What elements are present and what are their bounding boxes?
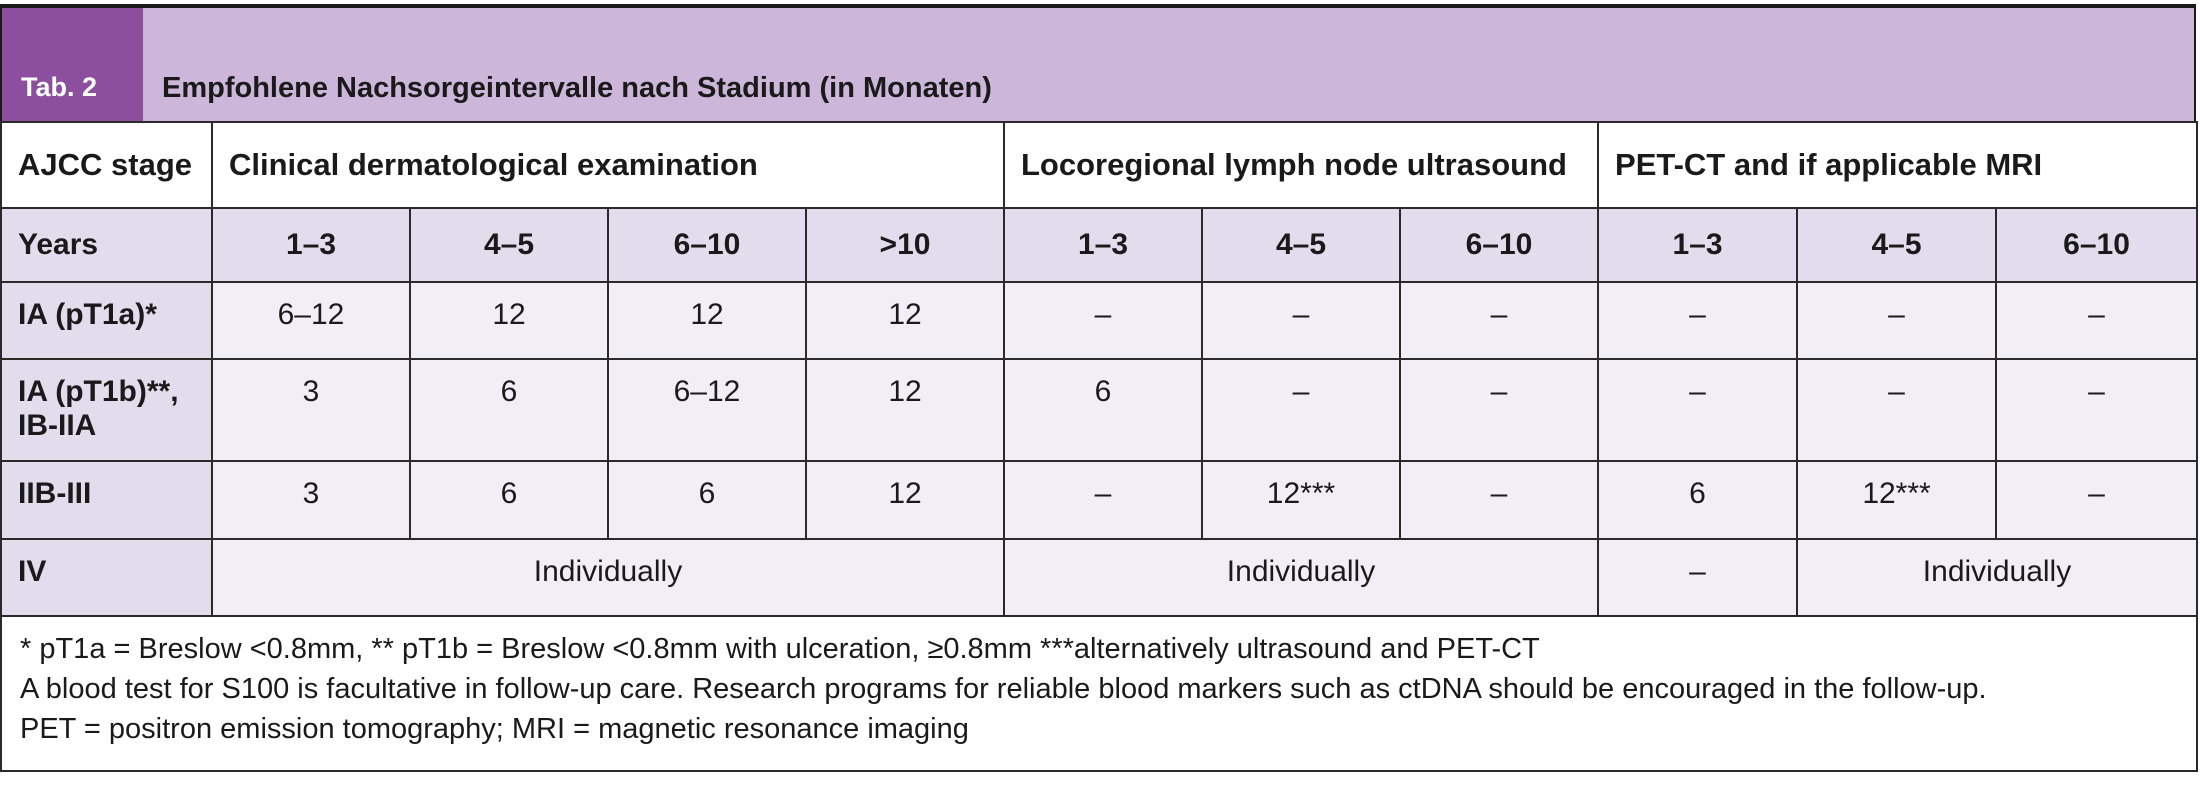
table-cell: 12 [607, 281, 807, 360]
table-cell: – [1995, 281, 2199, 360]
stage-label: IA (pT1a)* [0, 281, 213, 360]
table-cell: 12*** [1201, 460, 1401, 540]
table-cell: 6 [607, 460, 807, 540]
table-cell: – [1597, 538, 1799, 617]
footnote-line: * pT1a = Breslow <0.8mm, ** pT1b = Bresl… [20, 633, 1540, 665]
table-cell: – [1003, 460, 1203, 540]
table-number-label: Tab. 2 [2, 8, 143, 121]
years-label: Years [0, 207, 213, 283]
year-cell: 1–3 [1597, 207, 1799, 283]
stage-label-line: IA (pT1b)**, [18, 375, 179, 408]
years-row: Years 1–3 4–5 6–10 >10 1–3 4–5 6–10 1–3 … [0, 207, 2199, 283]
year-cell: >10 [805, 207, 1005, 283]
stage-label: IIB-III [0, 460, 213, 540]
table-figure: Tab. 2 Empfohlene Nachsorgeintervalle na… [0, 4, 2199, 772]
table-cell: – [1995, 460, 2199, 540]
table-cell: 6 [1597, 460, 1799, 540]
header-pet-ct: PET-CT and if applicable MRI [1597, 121, 2199, 209]
stage-label-line: IB-IIA [18, 409, 97, 442]
table-cell: – [1201, 281, 1401, 360]
stage-label: IA (pT1b)**, IB-IIA [0, 358, 213, 462]
year-cell: 1–3 [211, 207, 411, 283]
header-clinical-exam: Clinical dermatological examination [211, 121, 1005, 209]
table-cell: 6 [1003, 358, 1203, 462]
footnotes: * pT1a = Breslow <0.8mm, ** pT1b = Bresl… [0, 615, 2199, 772]
header-stage: AJCC stage [0, 121, 213, 209]
table-cell: – [1995, 358, 2199, 462]
table-cell: – [1796, 281, 1998, 360]
table-cell: 3 [211, 460, 411, 540]
table-cell: – [1003, 281, 1203, 360]
year-cell: 4–5 [409, 207, 609, 283]
table-cell: 12 [805, 281, 1005, 360]
year-cell: 4–5 [1796, 207, 1998, 283]
footnote-line: PET = positron emission tomography; MRI … [20, 713, 969, 745]
header-lymph-ultrasound: Locoregional lymph node ultrasound [1002, 121, 1600, 209]
table-cell: Individually [1796, 538, 2199, 617]
follow-up-table: AJCC stage Clinical dermatological exami… [0, 121, 2199, 772]
table-cell: 12*** [1796, 460, 1998, 540]
table-title-bar: Tab. 2 Empfohlene Nachsorgeintervalle na… [0, 8, 2196, 121]
table-cell: – [1398, 358, 1600, 462]
table-cell: – [1201, 358, 1401, 462]
table-title: Empfohlene Nachsorgeintervalle nach Stad… [162, 72, 992, 104]
table-cell: – [1796, 358, 1998, 462]
table-cell: – [1597, 281, 1799, 360]
table-cell: 6–12 [607, 358, 807, 462]
year-cell: 6–10 [607, 207, 807, 283]
table-cell: – [1398, 460, 1600, 540]
table-row: IV Individually Individually – Individua… [0, 538, 2199, 617]
table-cell: 6 [409, 460, 609, 540]
year-cell: 4–5 [1201, 207, 1401, 283]
table-cell: 12 [805, 460, 1005, 540]
table-cell: 12 [409, 281, 609, 360]
table-cell: – [1597, 358, 1799, 462]
table-row: IA (pT1a)* 6–12 12 12 12 – – – – – – [0, 281, 2199, 360]
table-row: IIB-III 3 6 6 12 – 12*** – 6 12*** – [0, 460, 2199, 540]
table-cell: Individually [211, 538, 1005, 617]
footnote-line: A blood test for S100 is facultative in … [20, 673, 1987, 705]
table-row: IA (pT1b)**, IB-IIA 3 6 6–12 12 6 – – – … [0, 358, 2199, 462]
footnotes-row: * pT1a = Breslow <0.8mm, ** pT1b = Bresl… [0, 615, 2199, 772]
year-cell: 6–10 [1995, 207, 2199, 283]
table-cell: 6 [409, 358, 609, 462]
table-cell: 3 [211, 358, 411, 462]
year-cell: 6–10 [1398, 207, 1600, 283]
year-cell: 1–3 [1003, 207, 1203, 283]
table-cell: 12 [805, 358, 1005, 462]
stage-label: IV [0, 538, 213, 617]
header-row: AJCC stage Clinical dermatological exami… [0, 121, 2199, 209]
table-cell: Individually [1002, 538, 1600, 617]
table-cell: – [1398, 281, 1600, 360]
table-cell: 6–12 [211, 281, 411, 360]
